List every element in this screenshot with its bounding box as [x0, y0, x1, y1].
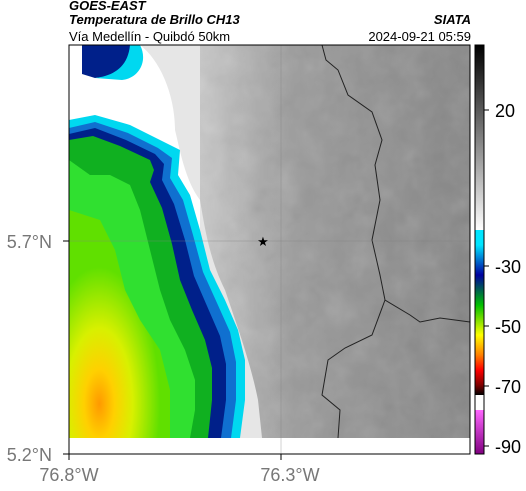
colorbar-segment: [475, 245, 484, 275]
colorbar-segment: [475, 45, 484, 230]
colorbar-frame: [474, 44, 485, 455]
colorbar-segment: [475, 305, 484, 335]
colorbar-tick-label: -50: [495, 317, 521, 337]
colorbar-segment: [475, 230, 484, 245]
star-marker-icon: ★: [257, 235, 269, 250]
colorbar-segment: [475, 355, 484, 370]
colorbar-tick-label: -30: [495, 257, 521, 277]
colorbar-segment: [475, 395, 484, 410]
lat-tick-label: 5.7°N: [7, 232, 52, 252]
brand-label: SIATA: [433, 12, 471, 27]
region-subtitle: Vía Medellín - Quibdó 50km: [69, 29, 231, 44]
colorbar-segment: [475, 370, 484, 385]
colorbar-tick-label: -70: [495, 377, 521, 397]
lon-tick-label: 76.3°W: [260, 465, 319, 485]
colorbar-tick-label: -90: [495, 437, 521, 457]
lat-tick-label: 5.2°N: [7, 445, 52, 465]
colorbar-segment: [475, 410, 484, 454]
colorbar-segment: [475, 335, 484, 355]
datetime-label: 2024-09-21 05:59: [368, 29, 471, 44]
colorbar-segment: [475, 275, 484, 305]
product-title: Temperatura de Brillo CH13: [69, 12, 240, 27]
satellite-title: GOES-EAST: [69, 0, 146, 13]
colorbar-segment: [475, 385, 484, 395]
lon-tick-label: 76.8°W: [39, 465, 98, 485]
colorbar: 20 -30 -50 -70 -90: [474, 44, 521, 457]
colorbar-tick-label: 20: [495, 101, 515, 121]
map-frame: [68, 44, 471, 455]
satellite-image: [69, 45, 470, 454]
